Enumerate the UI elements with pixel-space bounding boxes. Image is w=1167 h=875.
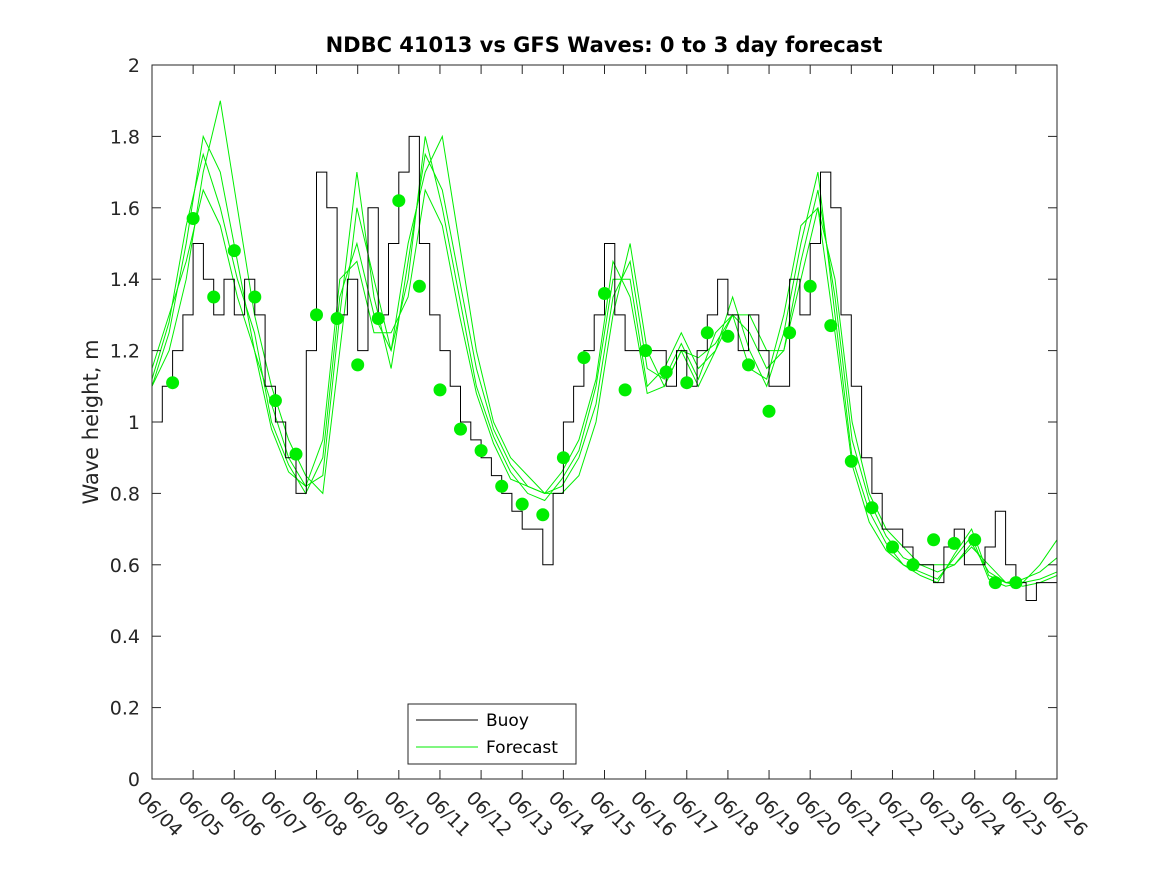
- forecast-line: [151, 100, 1058, 584]
- x-tick-label: 06/12: [462, 787, 516, 841]
- forecast-marker: [598, 287, 611, 300]
- forecast-marker: [351, 358, 365, 372]
- forecast-marker: [536, 508, 550, 522]
- forecast-marker: [618, 383, 632, 397]
- forecast-marker: [844, 454, 858, 468]
- forecast-marker: [454, 422, 467, 436]
- y-tick-label: 2: [128, 55, 140, 77]
- x-tick-label: 06/25: [996, 787, 1050, 841]
- y-tick-label: 0.2: [110, 698, 140, 720]
- forecast-marker: [371, 312, 385, 325]
- forecast-marker: [886, 540, 899, 554]
- forecast-marker: [166, 376, 180, 390]
- y-tick-label: 1.8: [110, 126, 140, 148]
- buoy-line: [152, 135, 1058, 601]
- forecast-marker: [803, 279, 817, 293]
- x-tick-label: 06/04: [132, 787, 186, 841]
- forecast-marker: [412, 279, 426, 293]
- legend-buoy-label: Buoy: [486, 711, 529, 731]
- x-tick-label: 06/20: [791, 787, 845, 841]
- y-tick-label: 1.2: [110, 341, 140, 363]
- forecast-marker: [721, 329, 735, 343]
- forecast-marker: [515, 497, 529, 511]
- legend-box: [407, 703, 577, 765]
- forecast-series: [151, 100, 1058, 587]
- forecast-marker: [186, 212, 200, 225]
- forecast-marker: [906, 558, 920, 572]
- y-axis-ticks: 0 0.2 0.4 0.6 0.8 1 1.2 1.4 1.6 1.8 2: [110, 55, 1057, 791]
- x-tick-label: 06/13: [503, 787, 557, 841]
- x-tick-label: 06/17: [667, 787, 721, 841]
- x-tick-label: 06/18: [708, 787, 762, 841]
- forecast-marker: [330, 312, 344, 325]
- chart-title: NDBC 41013 vs GFS Waves: 0 to 3 day fore…: [326, 33, 883, 57]
- x-tick-label: 06/05: [174, 787, 228, 841]
- x-tick-label: 06/23: [914, 787, 968, 841]
- x-tick-label: 06/22: [873, 787, 927, 841]
- forecast-marker: [865, 501, 879, 515]
- x-tick-label: 06/11: [420, 787, 474, 841]
- forecast-marker: [248, 290, 262, 304]
- forecast-marker: [227, 244, 241, 258]
- y-tick-label: 1: [128, 412, 140, 434]
- forecast-marker: [268, 394, 282, 408]
- x-tick-label: 06/24: [955, 787, 1009, 841]
- forecast-marker: [988, 576, 1002, 590]
- forecast-marker: [947, 536, 961, 550]
- plot-area: [152, 65, 1057, 779]
- forecast-line: [151, 188, 1058, 587]
- forecast-marker: [659, 365, 673, 379]
- forecast-marker: [783, 326, 797, 340]
- forecast-marker: [310, 308, 323, 322]
- forecast-marker: [762, 404, 776, 418]
- x-tick-label: 06/07: [256, 787, 310, 841]
- buoy-series: [152, 135, 1058, 601]
- forecast-marker: [968, 533, 982, 547]
- legend-forecast-label: Forecast: [486, 738, 558, 758]
- x-tick-label: 06/10: [379, 787, 433, 841]
- y-tick-label: 1.6: [110, 198, 140, 220]
- forecast-marker: [495, 479, 509, 493]
- y-tick-label: 0.6: [110, 555, 140, 577]
- x-tick-label: 06/06: [215, 787, 269, 841]
- forecast-marker: [1009, 576, 1023, 590]
- x-tick-label: 06/08: [297, 787, 351, 841]
- forecast-marker: [700, 326, 714, 340]
- forecast-marker: [556, 451, 570, 465]
- y-tick-label: 0: [128, 769, 140, 791]
- forecast-marker: [289, 447, 303, 461]
- x-tick-label: 06/09: [338, 787, 392, 841]
- x-tick-label: 06/26: [1037, 787, 1091, 841]
- y-tick-label: 0.8: [110, 483, 140, 505]
- forecast-marker: [433, 383, 447, 397]
- forecast-marker: [474, 444, 488, 458]
- forecast-line: [151, 134, 1058, 584]
- forecast-line: [151, 136, 1058, 587]
- x-tick-label: 06/14: [544, 787, 598, 841]
- forecast-marker: [680, 376, 694, 390]
- forecast-marker: [392, 194, 406, 208]
- y-tick-label: 1.4: [110, 269, 140, 291]
- y-tick-label: 0.4: [110, 626, 140, 648]
- x-tick-label: 06/16: [626, 787, 680, 841]
- plot-frame: [151, 64, 1058, 780]
- x-tick-label: 06/19: [750, 787, 804, 841]
- x-tick-label: 06/21: [832, 787, 886, 841]
- forecast-markers: [166, 194, 1023, 590]
- forecast-marker: [207, 290, 221, 304]
- y-axis-label: Wave height, m: [79, 339, 103, 504]
- x-tick-label: 06/15: [585, 787, 639, 841]
- forecast-marker: [927, 533, 941, 547]
- forecast-marker: [824, 319, 838, 333]
- forecast-marker: [742, 358, 755, 372]
- forecast-marker: [639, 344, 653, 358]
- legend: Buoy Forecast: [407, 703, 577, 765]
- forecast-marker: [577, 351, 591, 365]
